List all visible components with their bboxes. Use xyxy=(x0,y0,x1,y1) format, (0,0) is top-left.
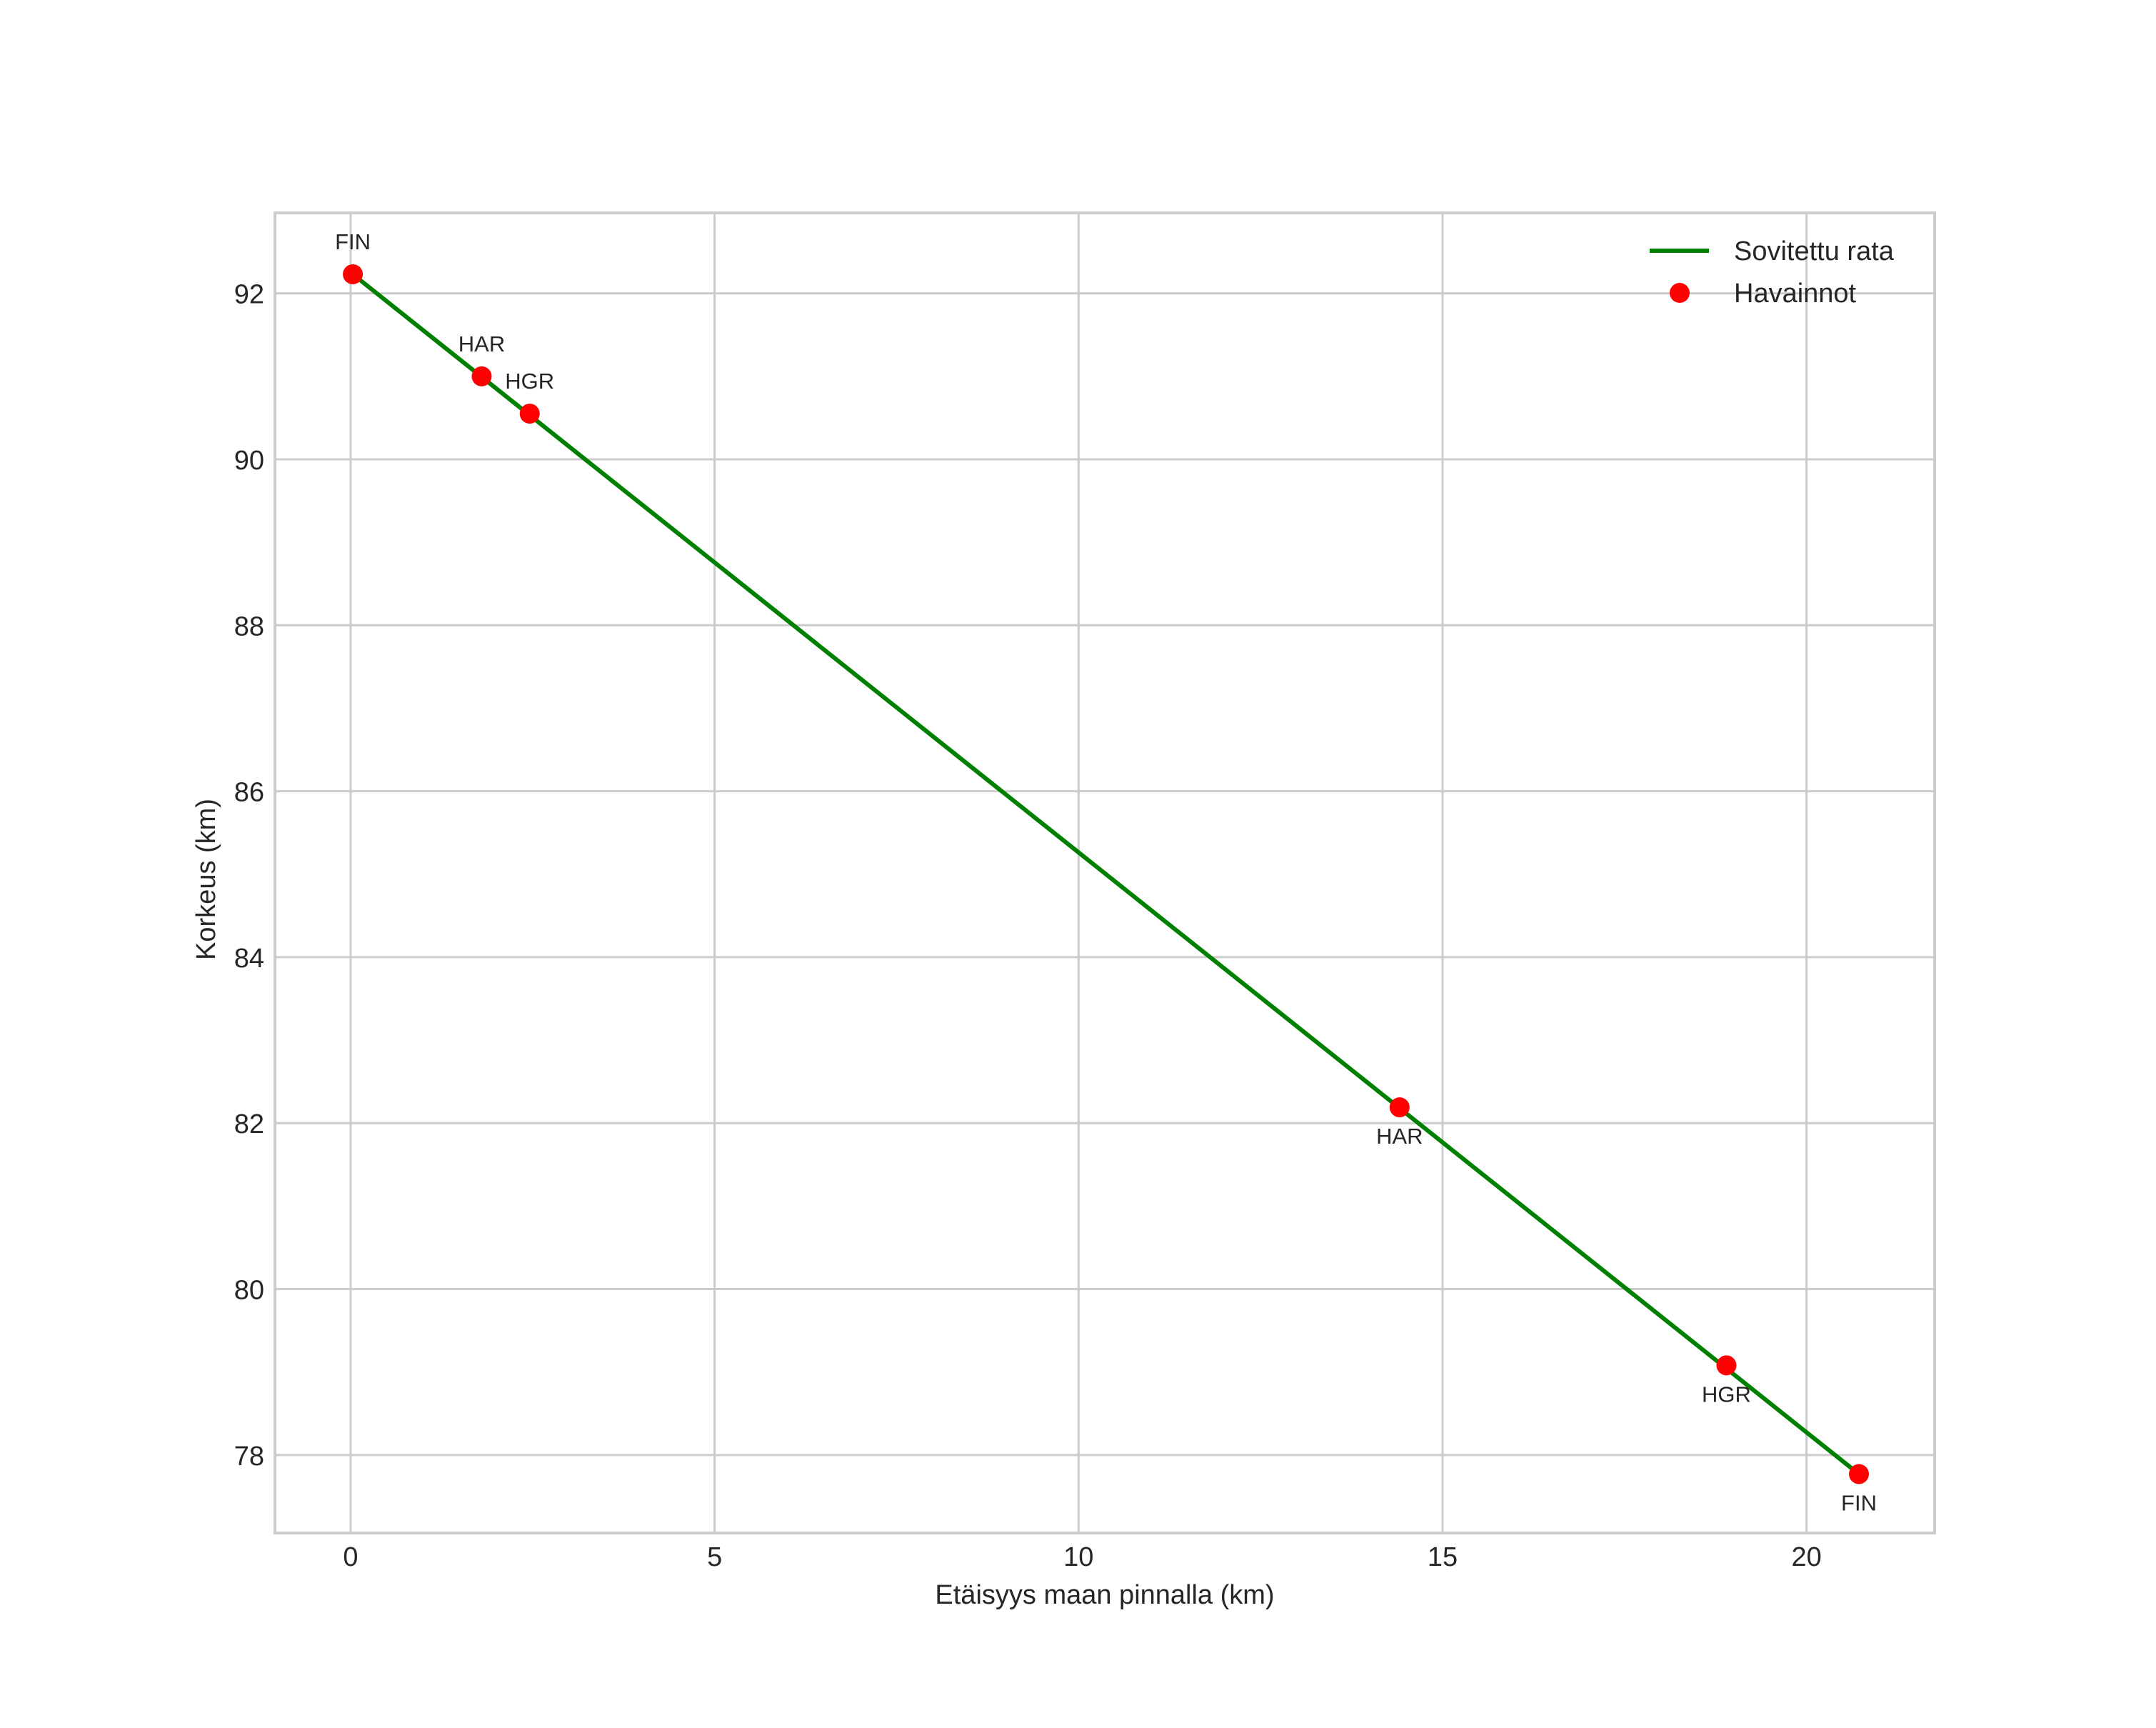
y-axis-label: Korkeus (km) xyxy=(191,799,221,960)
x-tick-label: 20 xyxy=(1791,1542,1821,1572)
x-tick-label: 5 xyxy=(707,1542,722,1572)
y-tick-label: 86 xyxy=(234,778,264,808)
fitted-trajectory-line xyxy=(351,272,1860,1476)
y-tick-label: 92 xyxy=(234,280,264,310)
red-dot-icon xyxy=(1670,283,1690,303)
legend-label-fit: Sovitettu rata xyxy=(1734,236,1895,266)
plot-series xyxy=(343,264,1869,1484)
legend: Sovitettu rata Havainnot xyxy=(1650,236,1895,309)
y-tick-label: 84 xyxy=(234,944,264,974)
observation-point xyxy=(1389,1097,1410,1118)
x-tick-labels: 0 5 10 15 20 xyxy=(343,1542,1821,1572)
y-tick-labels: 78 80 82 84 86 88 90 92 xyxy=(234,280,264,1472)
observation-point xyxy=(343,264,363,284)
grid-lines xyxy=(275,213,1935,1533)
y-tick-label: 90 xyxy=(234,446,264,476)
observation-point xyxy=(1848,1464,1869,1484)
x-tick-label: 0 xyxy=(343,1542,358,1572)
y-tick-label: 88 xyxy=(234,611,264,641)
axes-frame xyxy=(274,211,1936,1534)
station-label: HGR xyxy=(505,369,554,394)
y-tick-label: 80 xyxy=(234,1276,264,1306)
observation-point xyxy=(1716,1355,1737,1376)
y-tick-label: 82 xyxy=(234,1109,264,1139)
observation-point xyxy=(471,366,492,386)
station-label: HAR xyxy=(458,331,505,356)
legend-label-observations: Havainnot xyxy=(1734,279,1857,309)
x-axis-label: Etäisyys maan pinnalla (km) xyxy=(935,1580,1274,1610)
station-label: FIN xyxy=(1841,1491,1877,1516)
x-tick-label: 10 xyxy=(1063,1542,1093,1572)
x-tick-label: 15 xyxy=(1428,1542,1458,1572)
station-label: HAR xyxy=(1376,1124,1423,1149)
observation-point xyxy=(519,404,540,424)
station-label: HGR xyxy=(1702,1382,1751,1407)
station-label: FIN xyxy=(335,229,371,254)
y-tick-label: 78 xyxy=(234,1442,264,1472)
